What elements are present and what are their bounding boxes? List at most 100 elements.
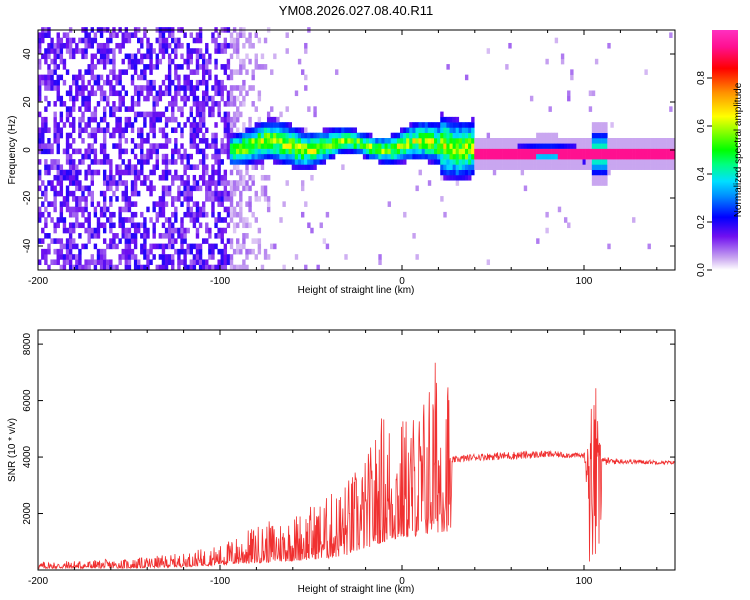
- heatmap-cell: [62, 254, 67, 260]
- heatmap-cell: [183, 122, 187, 128]
- heatmap-cell: [180, 174, 184, 181]
- heatmap-cell: [133, 227, 138, 234]
- heatmap-cell: [266, 116, 271, 123]
- heatmap-cell: [62, 42, 67, 49]
- heatmap-cell: [236, 42, 240, 49]
- heatmap-cell: [452, 164, 456, 170]
- heatmap-cell: [155, 143, 159, 149]
- heatmap-cell: [41, 32, 45, 38]
- heatmap-cell: [300, 138, 305, 144]
- heatmap-cell: [127, 233, 132, 239]
- heatmap-cell: [412, 138, 416, 144]
- heatmap-cell: [508, 143, 512, 149]
- heatmap-cell: [93, 264, 98, 271]
- heatmap-cell: [84, 196, 88, 202]
- heatmap-cell: [381, 148, 385, 155]
- heatmap-cell: [288, 122, 292, 128]
- heatmap-cell: [375, 153, 379, 160]
- heatmap-cell: [644, 143, 648, 149]
- heatmap-cell: [109, 211, 113, 218]
- heatmap-cell: [56, 132, 60, 139]
- heatmap-cell: [78, 222, 82, 229]
- heatmap-cell: [183, 101, 187, 107]
- heatmap-cell: [65, 111, 70, 118]
- heatmap-cell: [38, 148, 42, 155]
- heatmap-cell: [440, 174, 444, 181]
- heatmap-cell: [560, 164, 565, 170]
- heatmap-cell: [257, 116, 262, 123]
- heatmap-cell: [152, 85, 156, 91]
- heatmap-cell: [635, 164, 639, 170]
- heatmap-cell: [594, 127, 599, 134]
- heatmap-cell: [109, 106, 113, 112]
- heatmap-cell: [223, 196, 228, 202]
- heatmap-cell: [245, 159, 249, 165]
- heatmap-cell: [542, 153, 546, 160]
- heatmap-cell: [72, 196, 76, 202]
- heatmap-cell: [143, 159, 147, 165]
- heatmap-cell: [201, 201, 206, 207]
- heatmap-cell: [201, 58, 206, 65]
- heatmap-cell: [434, 132, 438, 139]
- heatmap-cell: [223, 259, 228, 266]
- heatmap-cell: [146, 233, 150, 239]
- heatmap-cell: [118, 69, 122, 75]
- heatmap-cell: [161, 48, 166, 54]
- heatmap-cell: [183, 185, 187, 192]
- heatmap-cell: [409, 153, 413, 160]
- heatmap-cell: [189, 196, 193, 202]
- heatmap-cell: [121, 132, 125, 139]
- heatmap-cell: [102, 64, 107, 70]
- heatmap-cell: [189, 243, 193, 250]
- heatmap-cell: [257, 196, 262, 202]
- heatmap-cell: [248, 206, 252, 213]
- heatmap-cell: [189, 122, 193, 128]
- heatmap-cell: [502, 159, 506, 165]
- heatmap-cell: [68, 180, 73, 186]
- heatmap-cell: [415, 127, 419, 134]
- heatmap-cell: [443, 164, 447, 170]
- heatmap-cell: [381, 143, 385, 149]
- snr-y-tick-label: 2000: [22, 502, 33, 525]
- heatmap-cell: [254, 143, 258, 149]
- heatmap-cell: [146, 42, 150, 49]
- heatmap-cell: [62, 259, 67, 266]
- heatmap-cell: [245, 248, 249, 255]
- heatmap-cell: [248, 196, 252, 202]
- heatmap-cell: [171, 259, 175, 266]
- heatmap-cell: [186, 159, 190, 165]
- heatmap-cell: [84, 69, 88, 75]
- heatmap-cell: [152, 233, 156, 239]
- heatmap-cell: [254, 164, 258, 170]
- heatmap-cell: [53, 85, 57, 91]
- heatmap-cell: [536, 238, 540, 244]
- heatmap-cell: [72, 164, 76, 170]
- heatmap-cell: [245, 138, 249, 144]
- heatmap-cell: [143, 85, 147, 91]
- heatmap-cell: [273, 116, 277, 123]
- heatmap-cell: [464, 143, 469, 149]
- heatmap-cell: [628, 148, 633, 155]
- heatmap-cell: [198, 185, 203, 192]
- heatmap-cell: [56, 238, 60, 244]
- heatmap-cell: [251, 42, 255, 49]
- heatmap-cell: [393, 159, 398, 165]
- heatmap-cell: [266, 148, 271, 155]
- heatmap-cell: [437, 153, 441, 160]
- heatmap-cell: [214, 101, 218, 107]
- heatmap-cell: [260, 138, 265, 144]
- heatmap-cell: [112, 32, 116, 38]
- heatmap-cell: [236, 138, 240, 144]
- heatmap-cell: [418, 153, 422, 160]
- heatmap-cell: [189, 138, 193, 144]
- heatmap-cell: [146, 138, 150, 144]
- heatmap-cell: [511, 164, 515, 170]
- heatmap-cell: [164, 138, 169, 144]
- heatmap-cell: [47, 264, 51, 271]
- heatmap-cell: [195, 85, 200, 91]
- heatmap-cell: [161, 211, 166, 218]
- heatmap-cell: [229, 95, 234, 102]
- heatmap-cell: [217, 180, 221, 186]
- heatmap-cell: [87, 143, 91, 149]
